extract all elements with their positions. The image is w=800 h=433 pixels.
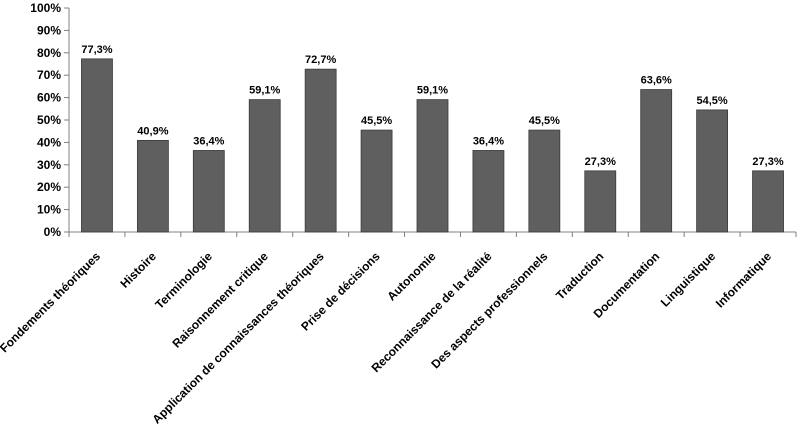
bar: [472, 150, 505, 233]
category-label: Fondements théoriques: [0, 249, 103, 355]
category-labels: Fondements théoriques HistoireTerminologi…: [0, 249, 774, 427]
bar-value-label: 27,3%: [585, 156, 616, 168]
category-label: Terminologie: [152, 249, 215, 312]
y-tick-label: 40%: [37, 135, 61, 149]
value-labels: 77,3% 40,9% 36,4% 59,1% 72,7% 45,5% 59,1% 36,4%…: [81, 44, 783, 168]
bar-value-label: 36,4%: [193, 135, 224, 147]
category-label: Des aspects professionnels: [428, 249, 550, 371]
bar-value-label: 27,3%: [752, 156, 783, 168]
bar: [696, 109, 729, 233]
bar-value-label: 45,5%: [529, 115, 560, 127]
bar-value-label: 63,6%: [641, 75, 672, 87]
bar-value-label: 40,9%: [137, 125, 168, 137]
bar: [192, 150, 225, 233]
category-label: Linguistique: [658, 249, 719, 310]
y-tick-label: 0%: [44, 225, 62, 239]
y-tick-label: 20%: [37, 180, 61, 194]
category-label: Reconnaissance de la réalité: [369, 249, 495, 375]
y-tick-label: 70%: [37, 68, 61, 82]
bar-value-label: 59,1%: [417, 85, 448, 97]
bar: [81, 58, 113, 233]
bar: [416, 99, 449, 233]
y-tick-label: 50%: [37, 113, 61, 127]
y-tick-label: 80%: [37, 46, 61, 60]
bar-value-label: 54,5%: [697, 95, 728, 107]
bar: [528, 129, 561, 233]
category-label: Autonomie: [384, 249, 438, 303]
bar-value-label: 59,1%: [249, 85, 280, 97]
bar-value-label: 72,7%: [305, 54, 336, 66]
bar: [640, 89, 673, 233]
bar: [360, 129, 393, 233]
category-label: Traduction: [553, 249, 606, 302]
bar: [584, 170, 617, 233]
x-axis: [68, 231, 797, 237]
bar-value-label: 45,5%: [361, 115, 392, 127]
bar: [304, 68, 337, 233]
y-tick-label: 10%: [37, 203, 61, 217]
bar: [136, 139, 169, 233]
bar: [248, 99, 281, 233]
y-tick-label: 90%: [37, 23, 61, 37]
bar-value-label: 77,3%: [81, 44, 112, 56]
y-tick-label: 100%: [30, 1, 61, 15]
y-tick-label: 60%: [37, 91, 61, 105]
y-tick-label: 30%: [37, 158, 61, 172]
category-label: Informatique: [713, 249, 775, 311]
bars: [81, 58, 784, 233]
category-label: Histoire: [118, 249, 160, 291]
bar-value-label: 36,4%: [473, 135, 504, 147]
bar: [752, 170, 784, 233]
y-axis: 0% 10% 20% 30% 40% 50% 60% 70% 80% 90% 100%: [30, 1, 70, 239]
category-label: Raisonnement critique: [169, 249, 271, 351]
